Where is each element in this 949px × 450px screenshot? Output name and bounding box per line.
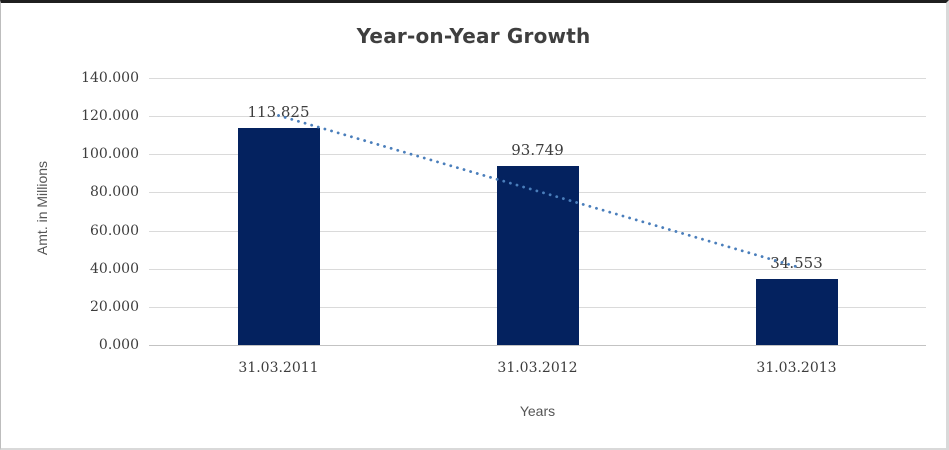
- y-tick-label: 80.000: [90, 184, 139, 201]
- y-tick-label: 40.000: [90, 260, 139, 277]
- bar-group-2013: 34.553 31.03.2013: [667, 78, 926, 376]
- bar-value-label: 34.553: [770, 254, 823, 273]
- x-axis-line: [149, 345, 926, 346]
- bar-value-label: 113.825: [247, 102, 310, 121]
- plot-area: 140.000 120.000 100.000 80.000 60.000 40…: [81, 70, 926, 376]
- y-axis-title: Amt. in Millions: [34, 160, 50, 256]
- x-tick-label: 31.03.2013: [756, 360, 837, 376]
- y-tick-label: 120.000: [81, 108, 139, 125]
- bar-value-label: 93.749: [511, 141, 564, 160]
- bar-2013: [755, 279, 838, 345]
- bar-group-2011: 113.825 31.03.2011: [149, 78, 408, 376]
- x-tick-label: 31.03.2011: [238, 360, 319, 376]
- bar-2012: [496, 166, 579, 345]
- bar-2011: [237, 127, 320, 345]
- x-tick-label: 31.03.2012: [497, 360, 578, 376]
- y-tick-label: 140.000: [81, 70, 139, 86]
- y-tick-label: 0.000: [98, 337, 139, 353]
- gridline: [149, 78, 926, 79]
- y-tick-label: 60.000: [90, 222, 139, 239]
- y-tick-label: 100.000: [81, 146, 139, 163]
- x-axis-title: Years: [519, 403, 556, 419]
- bar-groups: 113.825 31.03.2011 93.749 31.03.2012 34.…: [149, 78, 926, 376]
- chart-title: Year-on-Year Growth: [356, 24, 591, 48]
- y-tick-label: 20.000: [90, 298, 139, 315]
- bar-group-2012: 93.749 31.03.2012: [408, 78, 667, 376]
